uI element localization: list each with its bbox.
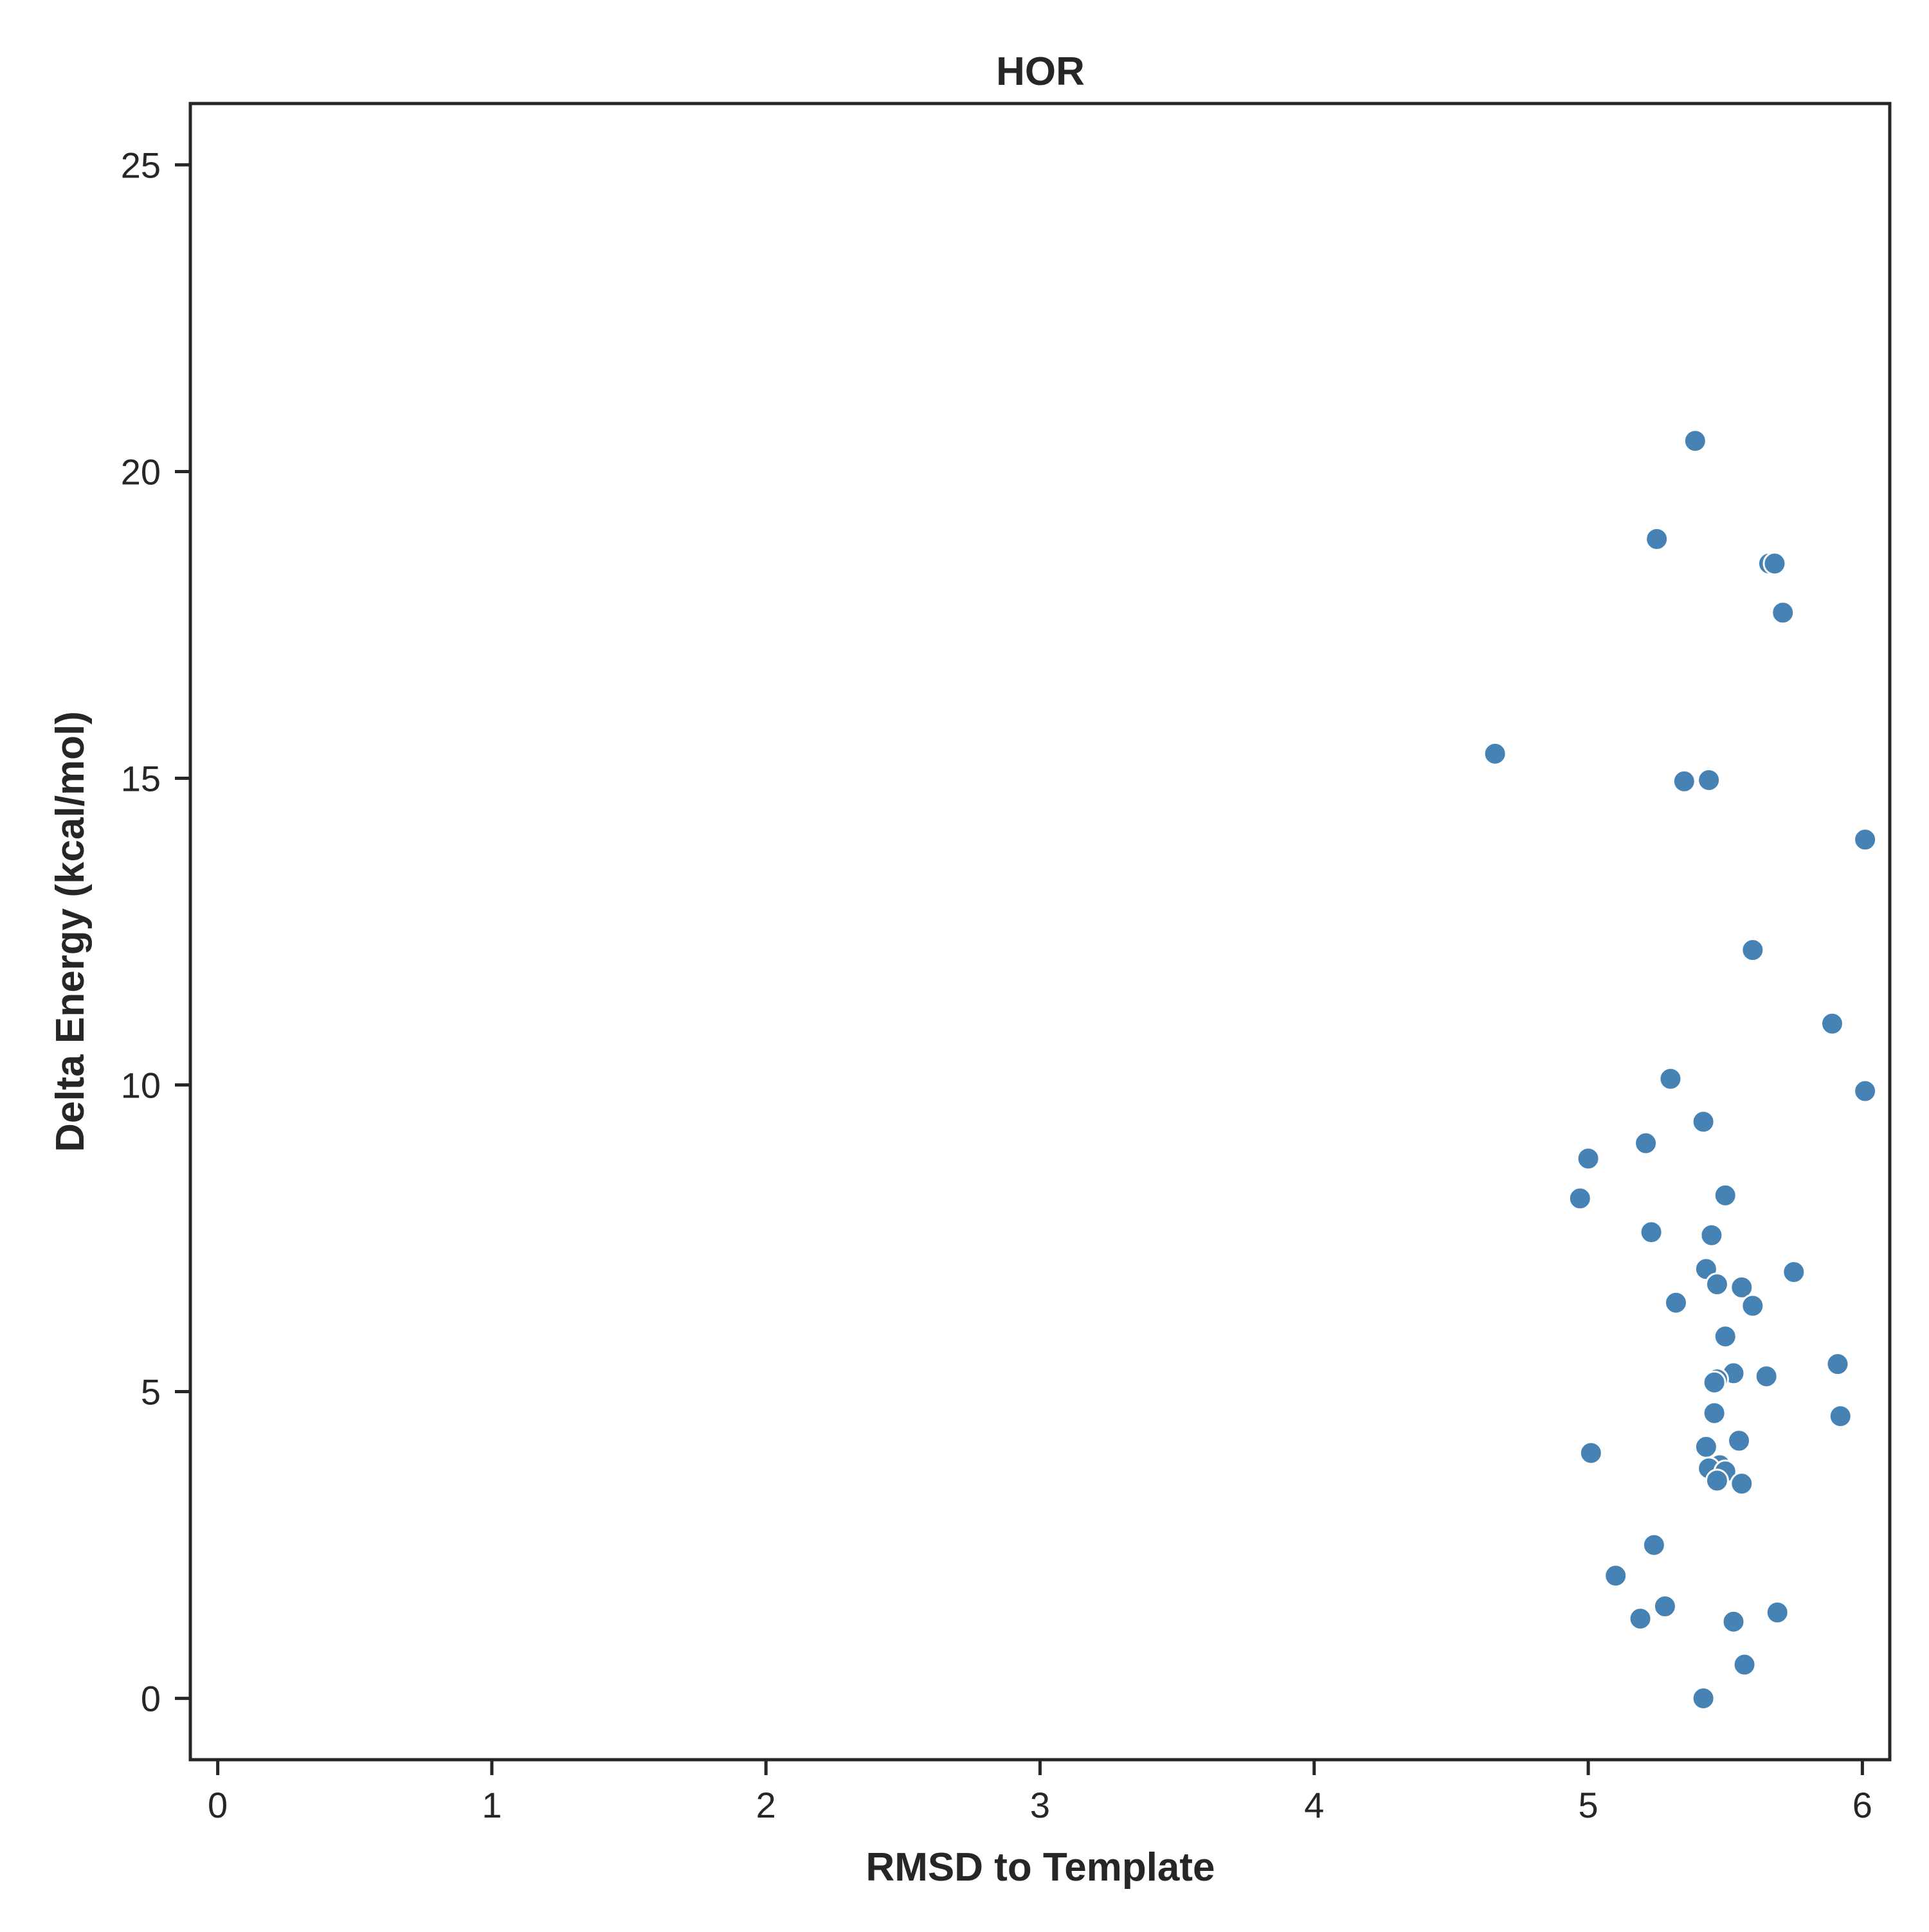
data-point — [1579, 1441, 1603, 1465]
data-point — [1730, 1275, 1754, 1299]
data-point — [1658, 1067, 1683, 1091]
data-point — [1576, 1146, 1600, 1171]
y-tick-label: 10 — [121, 1065, 161, 1106]
data-point — [1754, 1364, 1779, 1389]
data-point — [1645, 527, 1669, 551]
data-point — [1721, 1609, 1746, 1634]
data-points — [1483, 429, 1878, 1711]
data-point — [1568, 1186, 1592, 1211]
data-point — [1732, 1652, 1757, 1677]
y-tick-label: 0 — [141, 1679, 161, 1719]
data-point — [1741, 1294, 1765, 1318]
data-point — [1727, 1429, 1752, 1453]
data-point — [1853, 1079, 1878, 1103]
data-point — [1691, 1110, 1716, 1134]
x-tick-label: 4 — [1304, 1785, 1324, 1825]
data-point — [1628, 1607, 1653, 1631]
data-point — [1762, 552, 1787, 576]
data-point — [1782, 1260, 1806, 1285]
data-point — [1604, 1564, 1628, 1588]
data-point — [1713, 1183, 1737, 1207]
data-point — [1741, 938, 1765, 962]
x-tick-label: 3 — [1030, 1785, 1050, 1825]
x-axis-label: RMSD to Template — [865, 1845, 1215, 1890]
axis-ticks: 0 1 2 3 4 5 6 0 5 10 15 20 25 — [121, 145, 1872, 1825]
data-point — [1705, 1468, 1729, 1493]
y-tick-label: 25 — [121, 145, 161, 185]
y-tick-label: 20 — [121, 451, 161, 492]
data-point — [1825, 1352, 1850, 1377]
data-point — [1639, 1220, 1663, 1244]
data-point — [1634, 1131, 1658, 1155]
x-tick-label: 6 — [1852, 1785, 1872, 1825]
data-point — [1853, 827, 1878, 852]
y-tick-label: 5 — [141, 1372, 161, 1413]
plot-frame — [188, 102, 1892, 1762]
data-point — [1697, 768, 1721, 792]
data-point — [1702, 1401, 1726, 1425]
x-tick-label: 1 — [482, 1785, 502, 1825]
data-point — [1699, 1223, 1724, 1247]
data-point — [1713, 1324, 1737, 1349]
y-axis-label: Delta Energy (kcal/mol) — [48, 711, 93, 1152]
data-point — [1483, 741, 1507, 766]
data-point — [1691, 1686, 1716, 1711]
data-point — [1694, 1434, 1718, 1459]
data-point — [1771, 600, 1795, 625]
x-tick-label: 2 — [756, 1785, 776, 1825]
data-point — [1653, 1594, 1677, 1618]
data-point — [1702, 1370, 1726, 1395]
x-tick-label: 0 — [208, 1785, 228, 1825]
data-point — [1820, 1011, 1844, 1036]
data-point — [1828, 1404, 1852, 1429]
y-tick-label: 15 — [121, 758, 161, 799]
data-point — [1683, 429, 1707, 453]
data-point — [1705, 1272, 1729, 1297]
x-tick-label: 5 — [1579, 1785, 1598, 1825]
data-point — [1765, 1600, 1789, 1625]
data-point — [1663, 1290, 1688, 1315]
data-point — [1642, 1533, 1666, 1557]
data-point — [1672, 769, 1696, 793]
chart-title: HOR — [996, 50, 1085, 94]
data-point — [1730, 1472, 1754, 1496]
